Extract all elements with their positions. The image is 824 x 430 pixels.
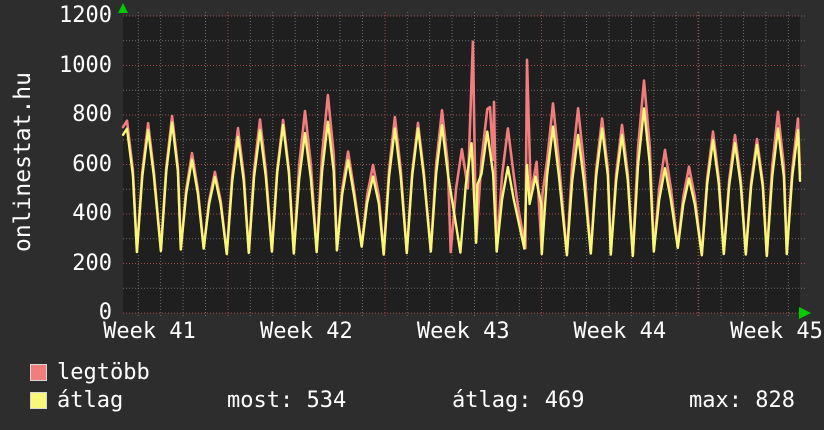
y-tick-label: 1200 <box>59 3 112 28</box>
y-tick-label: 200 <box>72 250 112 276</box>
x-tick-label: Week 41 <box>103 319 196 344</box>
x-tick-label: Week 45 <box>730 319 823 344</box>
y-axis-arrow-icon <box>118 3 128 13</box>
x-tick-label: Week 44 <box>573 319 667 344</box>
x-tick-label: Week 42 <box>260 319 353 344</box>
x-tick-label: Week 43 <box>416 319 510 344</box>
series-avg-line <box>121 107 802 258</box>
y-tick-label: 1000 <box>59 52 112 78</box>
series-most-line <box>121 40 802 257</box>
stat-max: max: 828 <box>689 388 795 413</box>
y-tick-label: 0 <box>98 300 112 325</box>
stat-most: most: 534 <box>227 388 347 413</box>
y-tick-label: 800 <box>72 102 112 127</box>
legend-label-avg: átlag <box>57 388 124 413</box>
x-axis-arrow-icon <box>799 307 811 319</box>
legend-label-most: legtöbb <box>57 360 150 385</box>
y-tick-label: 400 <box>72 201 112 226</box>
y-tick-label: 600 <box>72 151 112 177</box>
legend-swatch-most <box>30 364 47 381</box>
legend-swatch-avg <box>30 392 47 409</box>
stat-average: átlag: 469 <box>452 388 585 413</box>
